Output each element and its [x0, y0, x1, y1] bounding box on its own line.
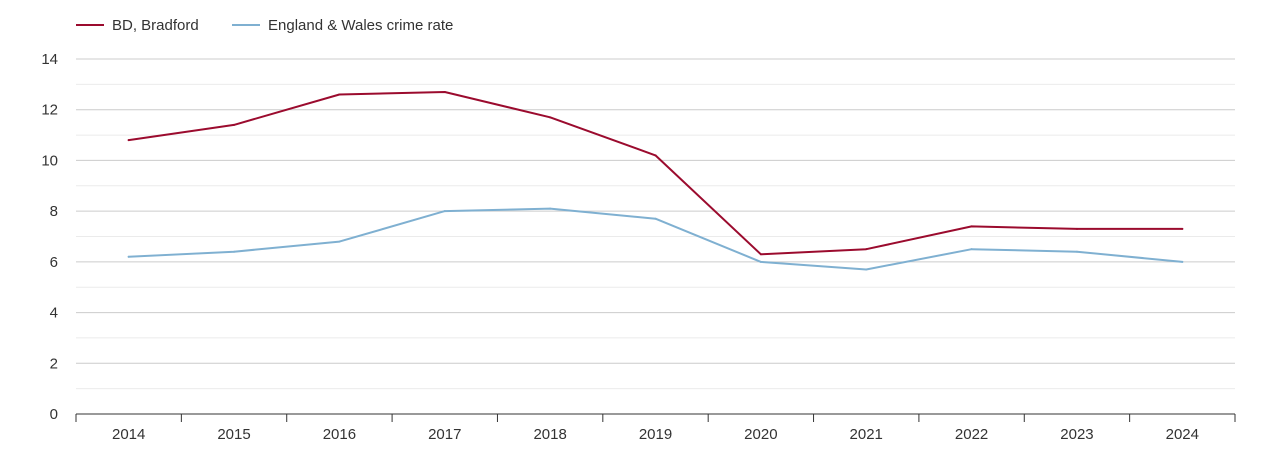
- data-point: [443, 210, 446, 213]
- y-tick-label: 6: [50, 254, 58, 271]
- legend-label-england-wales: England & Wales crime rate: [268, 17, 453, 34]
- gridlines: [76, 58, 1235, 390]
- y-axis-ticks: 0 2 4 6 8 10 12 14: [41, 51, 58, 423]
- x-tick-label: 2020: [744, 426, 777, 443]
- x-tick-label: 2014: [112, 426, 145, 443]
- data-point: [127, 255, 130, 258]
- y-tick-label: 10: [41, 152, 58, 169]
- data-point: [759, 253, 762, 256]
- data-point: [1075, 227, 1078, 230]
- y-tick-label: 4: [50, 305, 58, 322]
- x-axis: 2014 2015 2016 2017 2018 2019 2020 2021 2022 2023…: [75, 413, 1236, 443]
- data-point: [970, 248, 973, 251]
- y-tick-label: 2: [50, 355, 58, 372]
- y-tick-label: 0: [50, 406, 58, 423]
- data-point: [1181, 227, 1184, 230]
- series-line-england-wales: [127, 207, 1184, 271]
- x-tick-label: 2015: [217, 426, 250, 443]
- x-tick-label: 2019: [639, 426, 672, 443]
- data-point: [970, 225, 973, 228]
- y-tick-label: 12: [41, 102, 58, 119]
- data-point: [654, 154, 657, 157]
- data-point: [127, 139, 130, 142]
- data-point: [338, 240, 341, 243]
- series-line-bradford: [127, 91, 1184, 256]
- data-point: [865, 248, 868, 251]
- x-tick-label: 2021: [850, 426, 883, 443]
- x-tick-label: 2018: [533, 426, 566, 443]
- data-point: [865, 268, 868, 271]
- legend: BD, Bradford England & Wales crime rate: [76, 17, 453, 34]
- y-tick-label: 14: [41, 51, 58, 68]
- x-tick-label: 2023: [1060, 426, 1093, 443]
- x-tick-label: 2017: [428, 426, 461, 443]
- data-point: [1181, 260, 1184, 263]
- data-point: [654, 217, 657, 220]
- data-point: [1075, 250, 1078, 253]
- data-point: [443, 90, 446, 93]
- series-lines: [127, 90, 1184, 271]
- x-tick-label: 2024: [1166, 426, 1199, 443]
- data-point: [759, 260, 762, 263]
- legend-label-bradford: BD, Bradford: [112, 17, 199, 34]
- y-tick-label: 8: [50, 203, 58, 220]
- x-tick-label: 2022: [955, 426, 988, 443]
- data-point: [233, 123, 236, 126]
- data-point: [233, 250, 236, 253]
- data-point: [549, 207, 552, 210]
- data-point: [338, 93, 341, 96]
- x-tick-label: 2016: [323, 426, 356, 443]
- data-point: [549, 116, 552, 119]
